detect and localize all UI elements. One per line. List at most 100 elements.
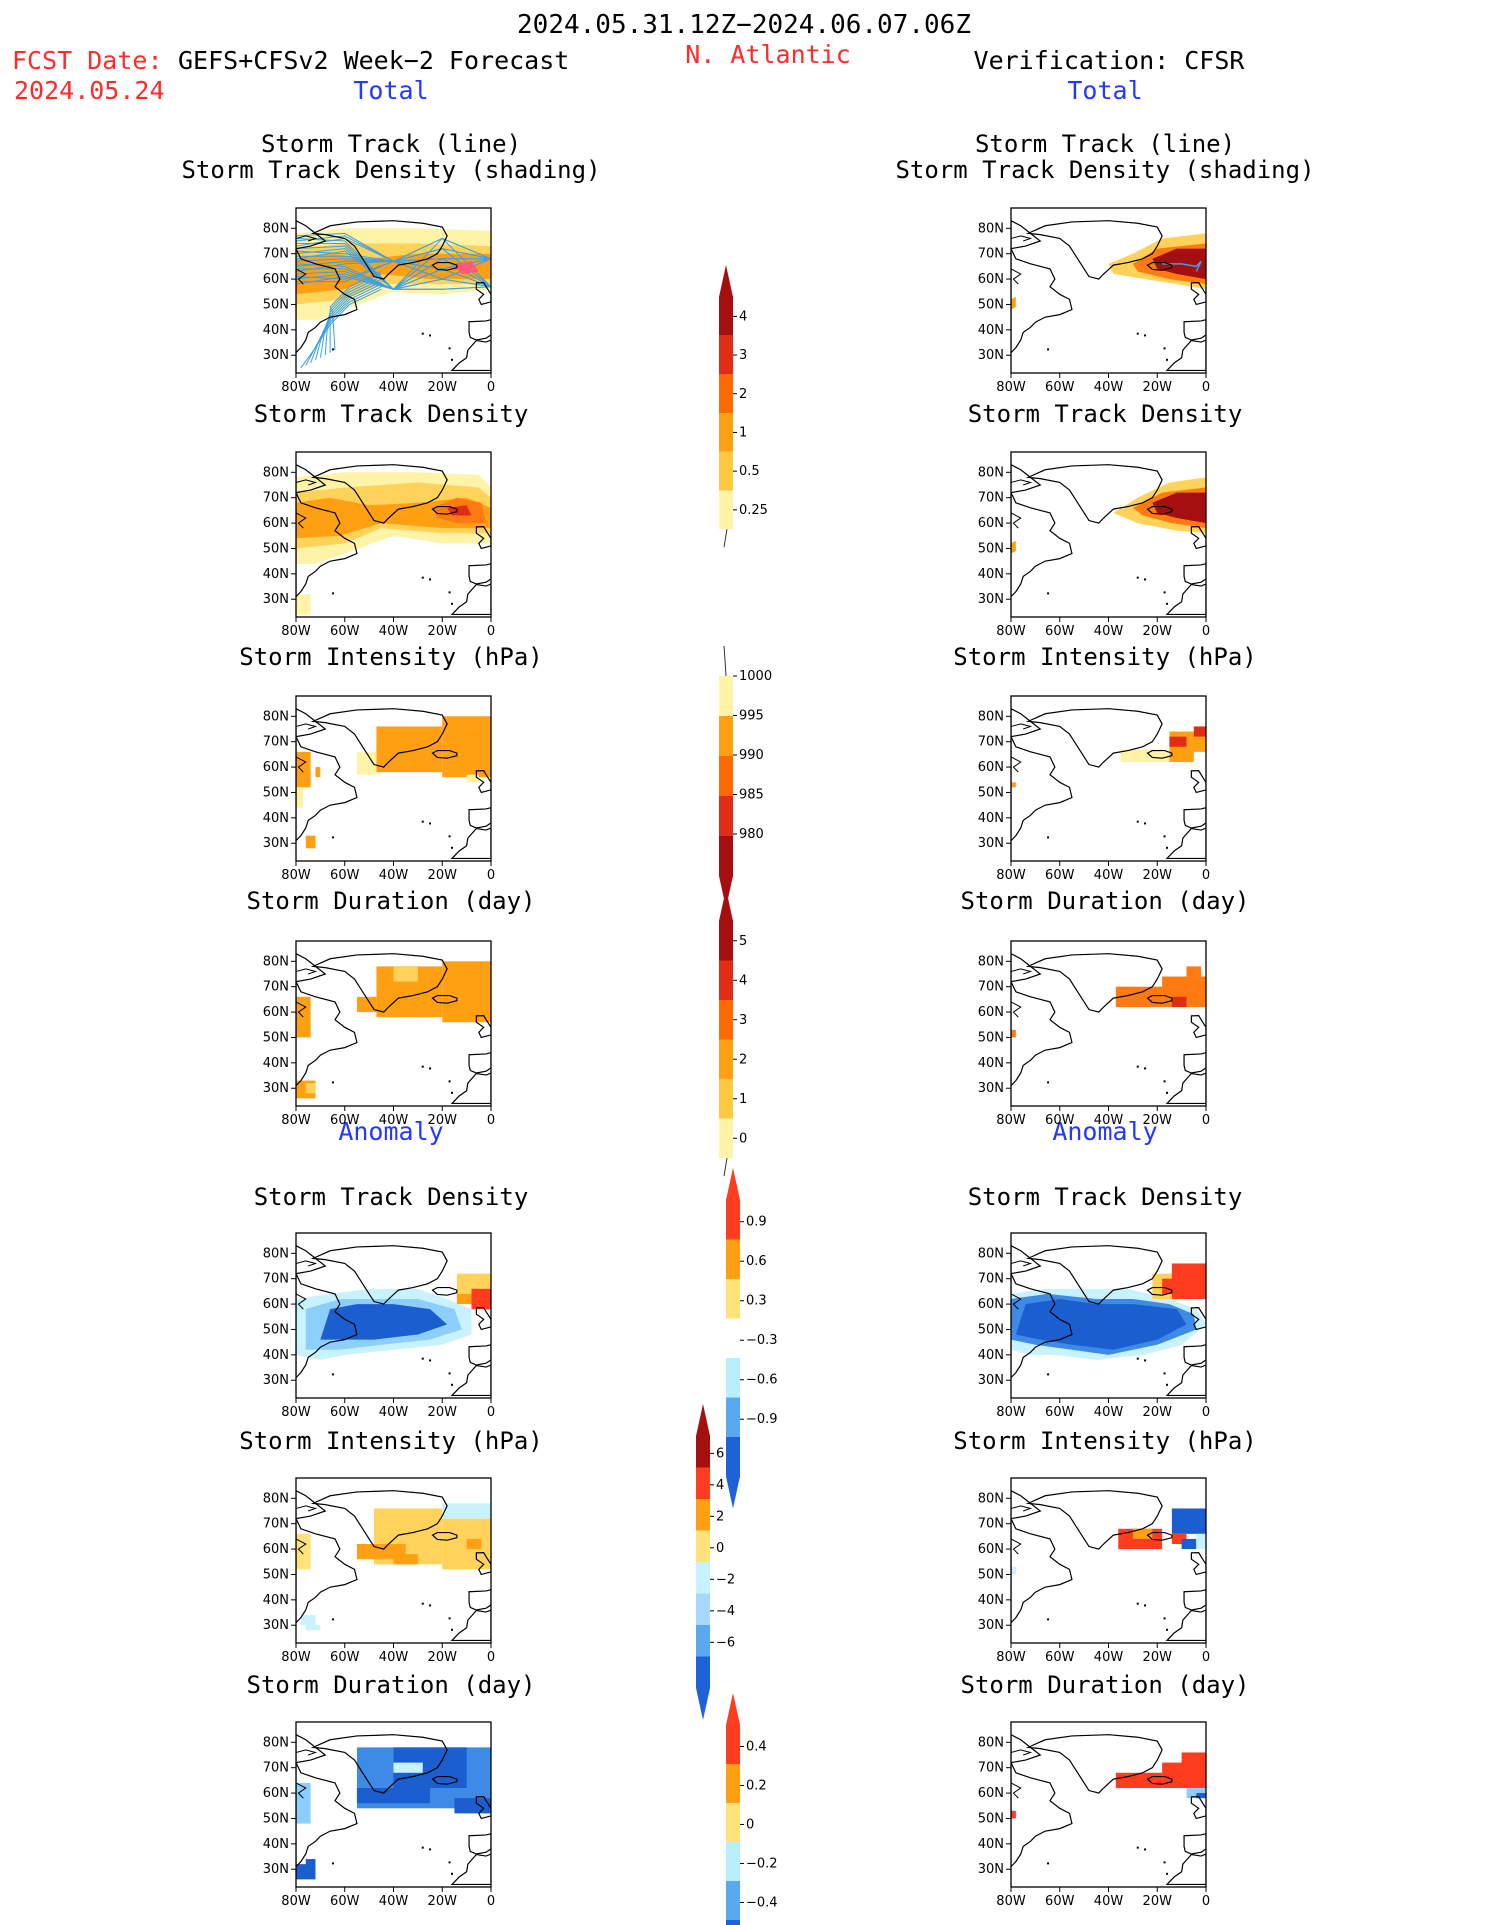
colorbar-segment — [696, 1593, 710, 1625]
title-intensity-left: Storm Intensity (hPa) — [239, 643, 543, 671]
island-dot — [332, 348, 335, 351]
colorbar-tail — [723, 645, 727, 677]
storm-track-line — [1162, 260, 1202, 272]
africa-coast — [1165, 583, 1206, 616]
storm-track-line — [296, 276, 491, 290]
colorbar-label: 0.5 — [739, 464, 760, 479]
lon-label: 40W — [379, 868, 409, 883]
britain-coast — [475, 282, 491, 306]
grid-cell — [1171, 1533, 1187, 1544]
grid-cell — [1011, 782, 1016, 788]
colorbar-label: −0.4 — [746, 1895, 778, 1910]
iberia-coast — [1183, 319, 1206, 341]
greenland-coast — [1025, 708, 1163, 768]
lat-label: 40N — [263, 1056, 289, 1071]
colorbar-segment — [719, 1000, 733, 1040]
grid-cell — [393, 1762, 423, 1773]
lat-label: 40N — [978, 323, 1004, 338]
island-dot — [1166, 1091, 1168, 1094]
lat-label: 80N — [978, 1735, 1004, 1750]
shaded-region — [320, 1304, 448, 1340]
iberia-coast — [1183, 1344, 1206, 1366]
fcst-date-label: FCST Date: — [12, 46, 163, 75]
iberia-coast — [468, 1589, 491, 1611]
iberia-coast — [468, 319, 491, 341]
north-america-coast — [296, 1490, 358, 1624]
anomaly-label-left: Anomaly — [338, 1117, 444, 1146]
island-dot — [1136, 1846, 1139, 1849]
island-dot — [429, 334, 432, 337]
lat-label: 60N — [978, 516, 1004, 531]
iceland-coast — [1146, 1775, 1173, 1785]
iceland-coast — [431, 1531, 458, 1541]
lon-label: 0 — [487, 1650, 495, 1665]
lon-label: 80W — [996, 624, 1026, 639]
lon-label: 80W — [996, 1113, 1026, 1128]
iceland-coast — [1146, 1531, 1173, 1541]
africa-coast — [450, 583, 491, 616]
lat-label: 40N — [978, 1348, 1004, 1363]
hudson-coast — [1011, 756, 1022, 773]
north-america-coast — [296, 953, 358, 1087]
hudson-coast — [1011, 512, 1022, 529]
island-dot — [332, 592, 335, 595]
shaded-region — [1011, 540, 1016, 554]
lat-label: 40N — [978, 567, 1004, 582]
colorbar-bottom-arrow — [726, 1476, 740, 1509]
lon-label: 0 — [487, 868, 495, 883]
island-dot — [421, 1602, 424, 1605]
greenland-coast — [1025, 220, 1163, 280]
lon-label: 80W — [281, 1894, 311, 1909]
island-dot — [448, 835, 451, 838]
colorbar-segment — [696, 1436, 710, 1468]
britain-coast — [475, 526, 491, 550]
lat-label: 40N — [263, 1348, 289, 1363]
greenland-coast — [1025, 464, 1163, 524]
colorbar-segment — [696, 1562, 710, 1594]
island-dot — [421, 1065, 424, 1068]
lat-label: 30N — [263, 836, 289, 851]
lon-label: 60W — [330, 1650, 360, 1665]
lon-label: 60W — [1045, 1894, 1075, 1909]
lat-label: 50N — [263, 1811, 289, 1826]
island-dot — [448, 1372, 451, 1375]
arctic-islands — [296, 723, 318, 730]
arctic-islands — [1011, 1260, 1033, 1267]
colorbar-label: 4 — [739, 309, 747, 324]
lat-label: 70N — [263, 1761, 289, 1776]
island-dot — [1136, 1602, 1139, 1605]
lon-label: 80W — [281, 624, 311, 639]
lon-label: 0 — [1202, 1894, 1210, 1909]
map-frame — [1010, 695, 1207, 862]
colorbar-segment — [696, 1499, 710, 1531]
lon-label: 60W — [330, 1113, 360, 1128]
lat-label: 80N — [263, 1491, 289, 1506]
island-dot — [451, 602, 453, 605]
lat-label: 80N — [263, 465, 289, 480]
lat-label: 30N — [978, 592, 1004, 607]
colorbar-label: 0.25 — [739, 503, 768, 518]
hudson-coast — [296, 512, 307, 529]
greenland-coast — [310, 953, 448, 1013]
colorbar-segment — [719, 1118, 733, 1158]
colorbar-label: −6 — [716, 1635, 735, 1650]
grid-cell — [305, 835, 316, 849]
colorbar-label: 995 — [739, 709, 764, 724]
lat-label: 30N — [263, 348, 289, 363]
greenland-coast — [1025, 1245, 1163, 1305]
title-anom-intensity-left: Storm Intensity (hPa) — [239, 1427, 543, 1455]
anomaly-label-right: Anomaly — [1052, 1117, 1158, 1146]
lat-label: 40N — [263, 1837, 289, 1852]
island-dot — [421, 576, 424, 579]
island-dot — [1163, 1372, 1166, 1375]
map-intensity-left: 80N 70N 60N 50N 40N 30N 80W 60W 40W 20W 0 — [263, 695, 495, 883]
map-track-left: 80N 70N 60N 50N 40N 30N 80W 60W 40W 20W 0 — [263, 207, 495, 395]
lat-label: 70N — [978, 1761, 1004, 1776]
island-dot — [429, 1067, 432, 1070]
lon-label: 20W — [1143, 1894, 1173, 1909]
lat-label: 30N — [978, 348, 1004, 363]
grid-cell — [471, 1288, 491, 1310]
island-dot — [1047, 836, 1050, 839]
period-title: 2024.05.31.12Z−2024.06.07.06Z — [517, 10, 971, 40]
colorbar-segment — [726, 1881, 740, 1920]
